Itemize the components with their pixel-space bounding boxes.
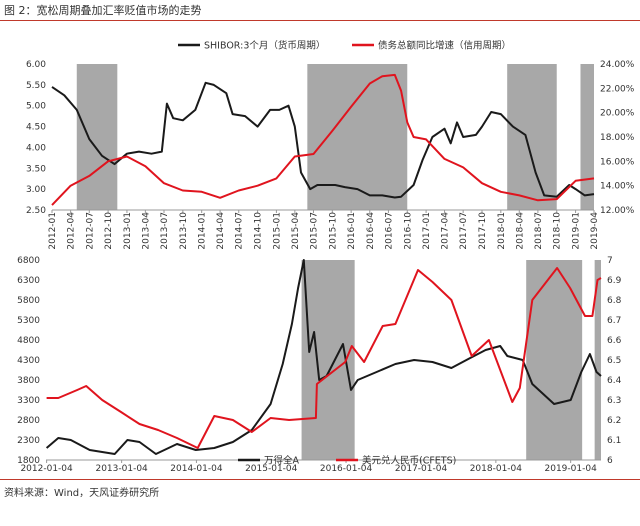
shaded-period xyxy=(580,64,594,210)
shaded-period xyxy=(526,260,583,460)
y-right-tick-label: 24.00% xyxy=(600,60,635,70)
y-right-tick-label: 6.1 xyxy=(607,436,621,446)
x-tick-label: 2018-07 xyxy=(534,212,544,250)
x-tick-label: 2012-04 xyxy=(67,212,77,250)
y-left-tick-label: 4.50 xyxy=(26,123,46,133)
x-tick-label: 2017-07 xyxy=(459,212,469,250)
y-left-tick-label: 5800 xyxy=(17,296,40,306)
x-tick-label: 2017-04 xyxy=(441,212,451,250)
legend-label: 债务总额同比增速（信用周期） xyxy=(378,40,511,52)
x-tick-label: 2019-01 xyxy=(572,212,582,250)
y-right-tick-label: 12.00% xyxy=(600,206,635,216)
x-tick-label: 2013-04 xyxy=(141,212,151,250)
y-right-tick-label: 6 xyxy=(607,456,613,466)
y-right-tick-label: 6.7 xyxy=(607,316,621,326)
series-line xyxy=(51,81,595,199)
x-tick-label: 2017-10 xyxy=(478,212,488,250)
x-tick-label: 2014-10 xyxy=(254,212,264,250)
y-right-tick-label: 22.00% xyxy=(600,84,635,94)
shaded-period xyxy=(76,64,118,210)
y-left-tick-label: 3.00 xyxy=(26,185,46,195)
x-tick-label: 2018-10 xyxy=(553,212,563,250)
shaded-period xyxy=(507,64,557,210)
legend-label: 万得全A xyxy=(264,455,300,467)
y-right-tick-label: 6.2 xyxy=(607,416,621,426)
x-tick-label: 2016-01-04 xyxy=(320,464,373,474)
figure-title: 图 2：宽松周期叠加汇率贬值市场的走势 xyxy=(4,4,202,17)
x-tick-label: 2012-01-04 xyxy=(20,464,73,474)
y-right-tick-label: 6.4 xyxy=(607,376,622,386)
y-right-tick-label: 6.9 xyxy=(607,276,622,286)
y-left-tick-label: 2.50 xyxy=(26,206,46,216)
y-left-tick-label: 3.50 xyxy=(26,164,46,174)
source-note: 资料来源：Wind，天风证券研究所 xyxy=(4,488,160,499)
bottom-chart: 1800 2300 2800 3300 3800 4300 4800 5300 5800 6300… xyxy=(17,256,621,474)
legend-label: 美元兑人民币(CFETS) xyxy=(362,455,456,467)
x-tick-label: 2018-01 xyxy=(497,212,507,250)
y-left-tick-label: 2800 xyxy=(17,416,40,426)
y-right-tick-label: 18.00% xyxy=(600,133,635,143)
top-chart: 2.50 3.00 3.50 4.00 4.50 5.00 5.50 6.00 12.00% 14… xyxy=(26,40,635,250)
y-left-tick-label: 1800 xyxy=(17,456,40,466)
series-line xyxy=(45,259,602,455)
y-right-tick-label: 6.8 xyxy=(607,296,622,306)
x-tick-label: 2013-07 xyxy=(160,212,170,250)
y-right-tick-label: 6.5 xyxy=(607,356,621,366)
x-tick-label: 2016-04 xyxy=(366,212,376,250)
y-left-tick-label: 5.00 xyxy=(26,102,46,112)
y-left-tick-label: 5300 xyxy=(17,316,40,326)
source-rule xyxy=(0,479,640,480)
x-tick-label: 2014-07 xyxy=(235,212,245,250)
x-tick-label: 2013-01 xyxy=(123,212,133,250)
y-right-tick-label: 16.00% xyxy=(600,157,635,167)
x-tick-label: 2013-10 xyxy=(179,212,189,250)
x-tick-label: 2015-04 xyxy=(291,212,301,250)
y-right-tick-label: 7 xyxy=(607,256,613,266)
y-left-tick-label: 2300 xyxy=(17,436,40,446)
x-tick-label: 2015-01-04 xyxy=(245,464,298,474)
x-tick-label: 2019-04 xyxy=(590,212,600,250)
y-left-tick-label: 6300 xyxy=(17,276,40,286)
y-left-tick-label: 3300 xyxy=(17,396,40,406)
x-tick-label: 2018-04 xyxy=(515,212,525,250)
x-tick-label: 2012-10 xyxy=(104,212,114,250)
x-tick-label: 2013-01-04 xyxy=(95,464,148,474)
y-left-tick-label: 4300 xyxy=(17,356,40,366)
x-tick-label: 2018-01-04 xyxy=(470,464,523,474)
y-right-tick-label: 6.3 xyxy=(607,396,621,406)
title-rule xyxy=(0,20,640,21)
y-left-tick-label: 4800 xyxy=(17,336,40,346)
shaded-period xyxy=(594,260,601,460)
x-tick-label: 2016-07 xyxy=(384,212,394,250)
x-tick-label: 2014-01 xyxy=(198,212,208,250)
y-left-tick-label: 4.00 xyxy=(26,143,46,153)
y-right-tick-label: 14.00% xyxy=(600,182,635,192)
y-left-tick-label: 3800 xyxy=(17,376,40,386)
legend-label: SHIBOR:3个月（货币周期） xyxy=(204,40,325,52)
x-tick-label: 2017-01 xyxy=(422,212,432,250)
y-left-tick-label: 6800 xyxy=(17,256,40,266)
series-line xyxy=(51,73,595,206)
x-tick-label: 2015-10 xyxy=(328,212,338,250)
y-right-tick-label: 20.00% xyxy=(600,109,635,119)
x-tick-label: 2015-07 xyxy=(309,212,319,250)
series-line xyxy=(46,267,602,449)
x-tick-label: 2012-01 xyxy=(48,212,58,250)
y-right-tick-label: 6.6 xyxy=(607,336,622,346)
x-tick-label: 2019-01-04 xyxy=(545,464,598,474)
x-tick-label: 2014-04 xyxy=(216,212,226,250)
x-tick-label: 2012-07 xyxy=(85,212,95,250)
x-tick-label: 2014-01-04 xyxy=(170,464,223,474)
x-tick-label: 2015-01 xyxy=(272,212,282,250)
y-left-tick-label: 5.50 xyxy=(26,81,46,91)
x-tick-label: 2016-10 xyxy=(403,212,413,250)
y-left-tick-label: 6.00 xyxy=(26,60,46,70)
x-tick-label: 2017-01-04 xyxy=(395,464,448,474)
x-tick-label: 2016-01 xyxy=(347,212,357,250)
